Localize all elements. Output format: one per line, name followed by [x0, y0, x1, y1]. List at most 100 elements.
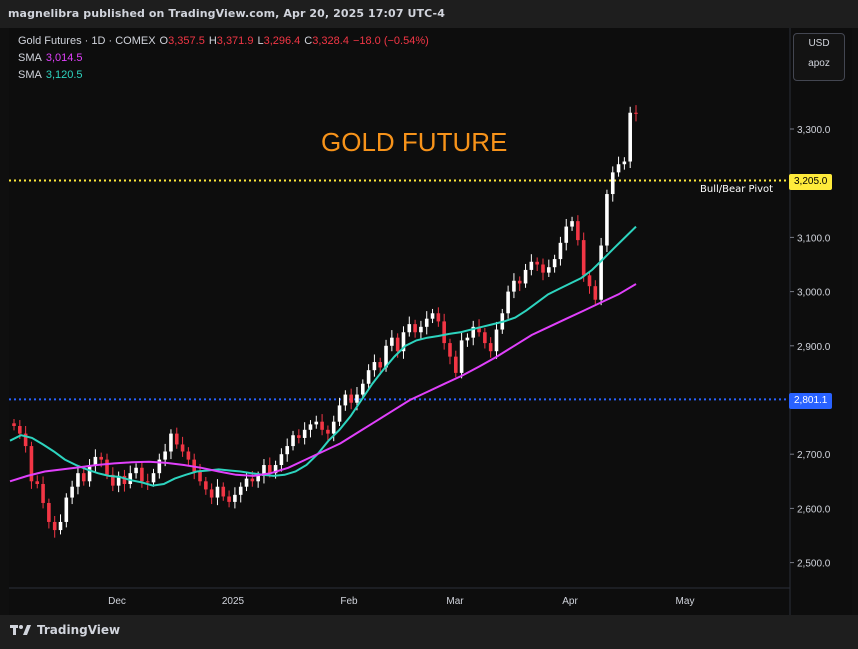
candle-body	[355, 394, 359, 403]
brand-label: TradingView	[37, 623, 121, 637]
candle-body	[99, 456, 103, 460]
candle-body	[12, 423, 16, 427]
candle-body	[308, 424, 313, 430]
candle-body	[541, 264, 545, 273]
candle-body	[517, 280, 522, 284]
candle-body	[128, 473, 133, 485]
y-tick-label: 3,300.0	[797, 125, 831, 136]
candle-body	[47, 502, 51, 522]
candle-body	[58, 521, 63, 531]
ohlc-high: H3,371.9	[208, 35, 254, 47]
candle-body	[349, 394, 353, 403]
sma1-value: 3,014.5	[45, 52, 83, 64]
candle-body	[535, 261, 539, 265]
candle-body	[180, 444, 185, 452]
y-tick-label: 2,500.0	[797, 559, 831, 570]
pivot-label: Bull/Bear Pivot	[700, 184, 774, 195]
chart-frame[interactable]	[9, 28, 852, 615]
candle-body	[465, 337, 470, 341]
y-tick-label: 2,700.0	[797, 450, 831, 461]
candle-body	[41, 484, 45, 503]
legend-sma1-row[interactable]: SMA 3,014.5	[18, 50, 429, 67]
candle-body	[285, 446, 290, 455]
publish-header: magnelibra published on TradingView.com,…	[0, 0, 858, 28]
legend-sma2-row[interactable]: SMA 3,120.5	[18, 67, 429, 84]
candle-body	[494, 329, 499, 352]
candle-body	[593, 286, 598, 300]
ohlc-close: C3,328.4	[304, 35, 349, 47]
candle-body	[570, 221, 574, 227]
candle-body	[326, 429, 330, 434]
candle-body	[291, 435, 295, 447]
y-tick-label: 2,900.0	[797, 342, 831, 353]
candle-body	[262, 465, 266, 476]
y-tick-label: 3,100.0	[797, 233, 831, 244]
candle-body	[488, 343, 493, 352]
candle-body	[407, 324, 412, 333]
candle-body	[215, 486, 220, 498]
candle-body	[506, 291, 510, 314]
candle-body	[122, 475, 127, 485]
sma1-label: SMA	[18, 52, 42, 64]
candle-body	[390, 337, 394, 346]
x-tick-label: Feb	[340, 596, 358, 607]
currency-label: USD	[808, 38, 830, 49]
candle-body	[18, 426, 22, 434]
candle-body	[314, 421, 319, 425]
candle-body	[52, 521, 57, 531]
candle-body	[477, 326, 481, 333]
sma2-value: 3,120.5	[45, 69, 83, 81]
candle-body	[186, 451, 191, 460]
candle-body	[459, 340, 464, 373]
candle-body	[372, 362, 377, 371]
candle-body	[192, 459, 197, 472]
candle-body	[471, 326, 476, 338]
sma-fast-line	[9, 225, 637, 487]
candle-body	[395, 337, 400, 352]
candle-body	[76, 473, 80, 487]
candle-body	[628, 112, 632, 162]
candle-body	[87, 465, 92, 482]
candle-body	[279, 454, 284, 466]
candle-body	[558, 242, 563, 260]
x-tick-label: 2025	[222, 596, 245, 607]
candle-body	[599, 245, 603, 300]
candle-body	[610, 172, 615, 195]
candle-body	[93, 456, 98, 466]
candle-body	[337, 405, 342, 422]
ohlc-change: −18.0 (−0.54%)	[352, 35, 429, 47]
candle-body	[343, 394, 348, 406]
candle-body	[140, 467, 144, 482]
currency-box[interactable]: USD apoz	[793, 33, 845, 81]
candle-body	[35, 481, 40, 485]
pivot-price-tag: 3,205.0	[789, 174, 833, 190]
candle-body	[605, 194, 609, 246]
candle-body	[174, 433, 179, 445]
candle-body	[209, 489, 214, 498]
x-tick-label: Apr	[562, 596, 578, 607]
x-tick-label: May	[676, 596, 695, 607]
candle-body	[622, 161, 627, 165]
price-chart[interactable]: 2,500.02,600.02,700.02,800.02,900.03,000…	[0, 0, 858, 615]
candle-body	[64, 497, 69, 522]
symbol-label[interactable]: Gold Futures · 1D · COMEX	[18, 35, 156, 47]
candle-body	[256, 475, 260, 482]
candle-body	[105, 459, 109, 475]
candle-body	[430, 313, 435, 319]
candle-body	[145, 481, 150, 483]
candle-body	[587, 275, 592, 287]
candle-body	[157, 459, 162, 474]
candle-body	[634, 112, 638, 114]
candle-body	[250, 478, 255, 482]
y-tick-label: 3,000.0	[797, 288, 831, 299]
candle-body	[273, 465, 278, 474]
publish-line: magnelibra published on TradingView.com,…	[8, 7, 445, 20]
candle-body	[163, 451, 167, 460]
candle-body	[169, 433, 173, 452]
candle-body	[378, 362, 383, 368]
tradingview-brand[interactable]: TradingView	[10, 623, 120, 637]
legend-symbol-row: Gold Futures · 1D · COMEX O3,357.5 H3,37…	[18, 33, 429, 50]
footer-bar	[0, 615, 858, 649]
candle-body	[29, 446, 34, 482]
candle-body	[512, 280, 516, 292]
